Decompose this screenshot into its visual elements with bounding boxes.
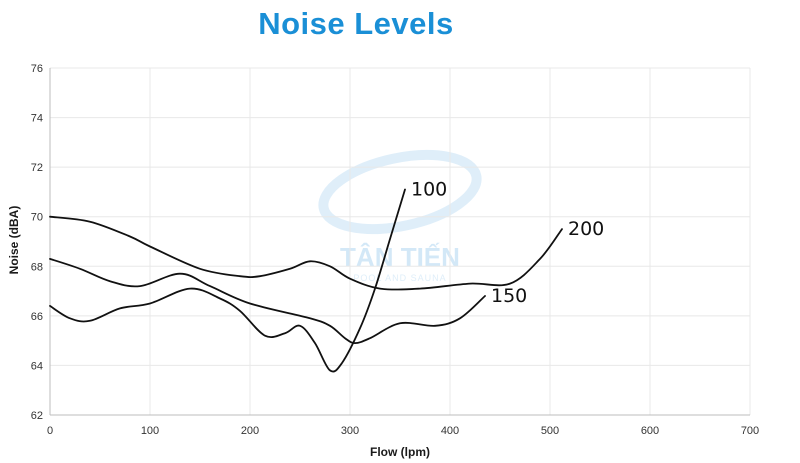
x-tick-label: 500 bbox=[541, 425, 559, 437]
watermark-subtext: POOL AND SAUNA bbox=[353, 273, 446, 283]
series-label-200: 200 bbox=[568, 218, 604, 240]
chart-title: Noise Levels bbox=[258, 6, 454, 41]
watermark-swoosh bbox=[318, 149, 482, 235]
series-line-100 bbox=[49, 188, 406, 373]
x-tick-label: 400 bbox=[441, 425, 459, 437]
x-tick-label: 700 bbox=[741, 425, 759, 437]
tick-labels: 0 100 200 300 400 500 600 700 62 64 66 68 70 72 74 76 bbox=[31, 63, 759, 437]
series-label-100: 100 bbox=[411, 178, 447, 200]
x-tick-label: 600 bbox=[641, 425, 659, 437]
y-tick-label: 70 bbox=[31, 212, 43, 224]
x-axis-label: Flow (lpm) bbox=[370, 445, 430, 459]
series-line-150 bbox=[49, 258, 486, 344]
series-group: 100 150 200 bbox=[49, 178, 604, 373]
x-tick-label: 0 bbox=[47, 425, 53, 437]
y-tick-label: 68 bbox=[31, 261, 43, 273]
y-tick-label: 72 bbox=[31, 162, 43, 174]
y-tick-label: 76 bbox=[31, 63, 43, 75]
y-tick-label: 62 bbox=[31, 410, 43, 422]
y-tick-label: 66 bbox=[31, 311, 43, 323]
watermark-brand: TÂN TIẾN bbox=[340, 242, 460, 272]
axes bbox=[49, 68, 750, 416]
y-tick-label: 74 bbox=[31, 113, 43, 125]
series-label-150: 150 bbox=[491, 285, 527, 307]
x-tick-label: 200 bbox=[241, 425, 259, 437]
x-tick-label: 100 bbox=[141, 425, 159, 437]
grid bbox=[50, 67, 751, 415]
series-line-200 bbox=[49, 215, 563, 291]
x-tick-label: 300 bbox=[341, 425, 359, 437]
watermark: TÂN TIẾN POOL AND SAUNA bbox=[318, 149, 482, 283]
y-tick-label: 64 bbox=[31, 360, 43, 372]
y-axis-label: Noise (dBA) bbox=[7, 206, 21, 275]
